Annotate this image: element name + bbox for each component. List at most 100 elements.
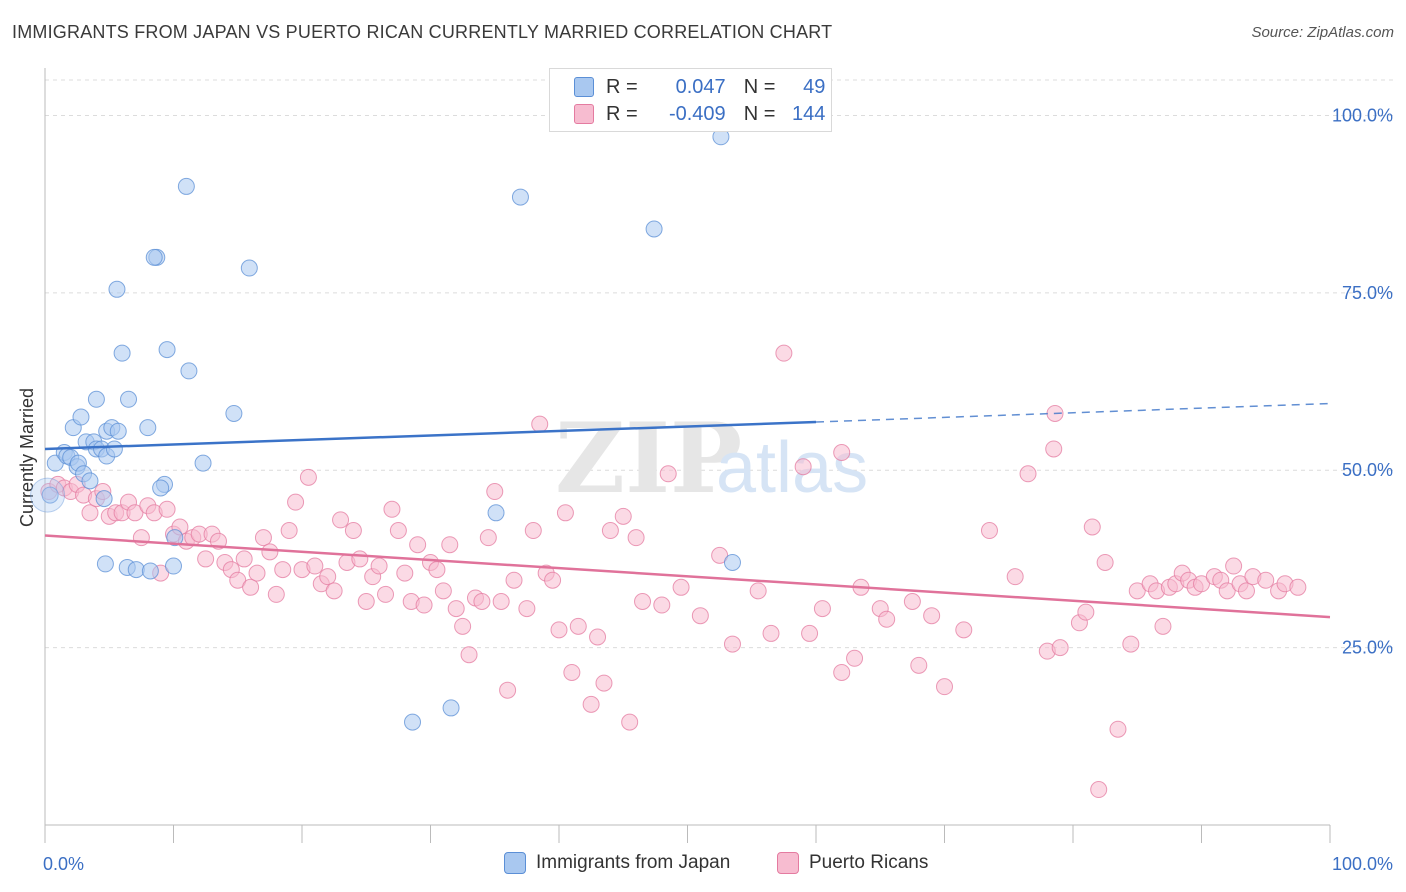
japan-point [120, 390, 138, 408]
legend-row-puerto-rican: R = -0.409 N = 144 [574, 102, 825, 126]
japan-point [87, 390, 105, 408]
correlation-legend: R = 0.047 N = 49 R = -0.409 N = 144 [549, 68, 832, 132]
puerto-rican-point [1218, 582, 1236, 600]
japan-point [105, 440, 123, 458]
puerto-rican-point [1109, 720, 1127, 738]
japan-point [72, 408, 90, 426]
r-value: -0.409 [668, 102, 726, 125]
puerto-rican-point [383, 500, 401, 518]
japan-point-cluster [30, 477, 66, 513]
puerto-rican-point [447, 600, 465, 618]
puerto-rican-point [1077, 603, 1095, 621]
puerto-rican-point [274, 561, 292, 579]
puerto-rican-point [801, 624, 819, 642]
puerto-rican-point [1083, 518, 1101, 536]
source-label: Source: ZipAtlas.com [1251, 24, 1394, 41]
n-value: 49 [803, 75, 826, 98]
japan-point [41, 486, 59, 504]
puerto-rican-point [980, 522, 998, 540]
puerto-rican-point [1154, 617, 1172, 635]
puerto-rican-point [749, 582, 767, 600]
puerto-rican-point [261, 543, 279, 561]
puerto-rican-point [428, 561, 446, 579]
japan-point [177, 177, 195, 195]
puerto-rican-point [653, 596, 671, 614]
japan-point [240, 259, 258, 277]
puerto-rican-point [601, 522, 619, 540]
watermark-zip: ZIP [555, 402, 742, 515]
puerto-rican-point [627, 529, 645, 547]
japan-point [96, 555, 114, 573]
series-legend: Immigrants from Japan Puerto Ricans [0, 852, 1406, 878]
n-label: N = [743, 75, 776, 98]
japan-point [141, 562, 159, 580]
puerto-rican-point [1122, 635, 1140, 653]
puerto-rican-point [762, 624, 780, 642]
legend-row-japan: R = 0.047 N = 49 [574, 75, 825, 99]
puerto-rican-point [923, 607, 941, 625]
puerto-rican-point [441, 536, 459, 554]
japan-point [127, 561, 145, 579]
y-tick-label: 75.0% [1342, 283, 1393, 303]
puerto-rican-point [582, 695, 600, 713]
puerto-rican-point [409, 536, 427, 554]
puerto-rican-point [229, 571, 247, 589]
puerto-rican-point [332, 511, 350, 529]
puerto-rican-point [903, 593, 921, 610]
japan-trend-line [44, 420, 817, 451]
r-value: 0.047 [675, 75, 726, 98]
puerto-rican-point [126, 504, 144, 522]
puerto-rican-point [723, 635, 741, 653]
japan-point [152, 479, 170, 497]
japan-point [723, 553, 741, 571]
puerto-rican-point [235, 550, 253, 568]
puerto-rican-point [499, 681, 517, 699]
puerto-rican-point [473, 593, 491, 610]
puerto-rican-point [544, 571, 562, 589]
japan-swatch [574, 77, 594, 97]
puerto-rican-point [370, 557, 388, 575]
puerto-rican-point [197, 550, 215, 568]
japan-point [81, 472, 99, 490]
r-label: R = [606, 75, 638, 98]
puerto-rican-point [287, 493, 305, 511]
puerto-rican-point [563, 663, 581, 681]
puerto-rican-point [659, 465, 677, 483]
japan-point [194, 454, 212, 472]
puerto-rican-point [1051, 639, 1069, 657]
puerto-rican-point [1006, 568, 1024, 586]
puerto-rican-point [267, 585, 285, 603]
japan-point [139, 419, 157, 437]
puerto-rican-point [569, 617, 587, 635]
puerto-rican-point [1096, 553, 1114, 571]
japan-point [225, 404, 243, 422]
puerto-rican-point [389, 522, 407, 540]
y-axis-label: Currently Married [17, 388, 37, 527]
puerto-rican-point [306, 557, 324, 575]
japan-point [108, 280, 126, 298]
puerto-rican-point [1045, 440, 1063, 458]
puerto-rican-point [846, 649, 864, 667]
puerto-rican-point [1019, 465, 1037, 483]
puerto-rican-point [248, 564, 266, 582]
puerto-rican-point [486, 483, 504, 501]
puerto-rican-point [1237, 582, 1255, 600]
puerto-rican-point [621, 713, 639, 731]
japan-point [165, 557, 182, 575]
puerto-rican-trend-line [44, 534, 1331, 619]
japan-trend-extension [815, 402, 1331, 423]
puerto-rican-point [556, 504, 574, 522]
n-label: N = [743, 102, 776, 125]
puerto-rican-point [1225, 557, 1243, 575]
puerto-rican-point [454, 617, 472, 635]
puerto-rican-point [377, 585, 395, 603]
puerto-rican-point [280, 522, 298, 540]
legend-item-puerto-rican: Puerto Ricans [777, 852, 928, 874]
puerto-rican-point [479, 529, 497, 547]
puerto-rican-point [813, 600, 831, 618]
puerto-rican-point [299, 468, 317, 486]
puerto-rican-point [794, 458, 812, 476]
japan-point [487, 504, 505, 522]
japan-point [158, 341, 176, 359]
puerto-rican-point [531, 415, 549, 433]
